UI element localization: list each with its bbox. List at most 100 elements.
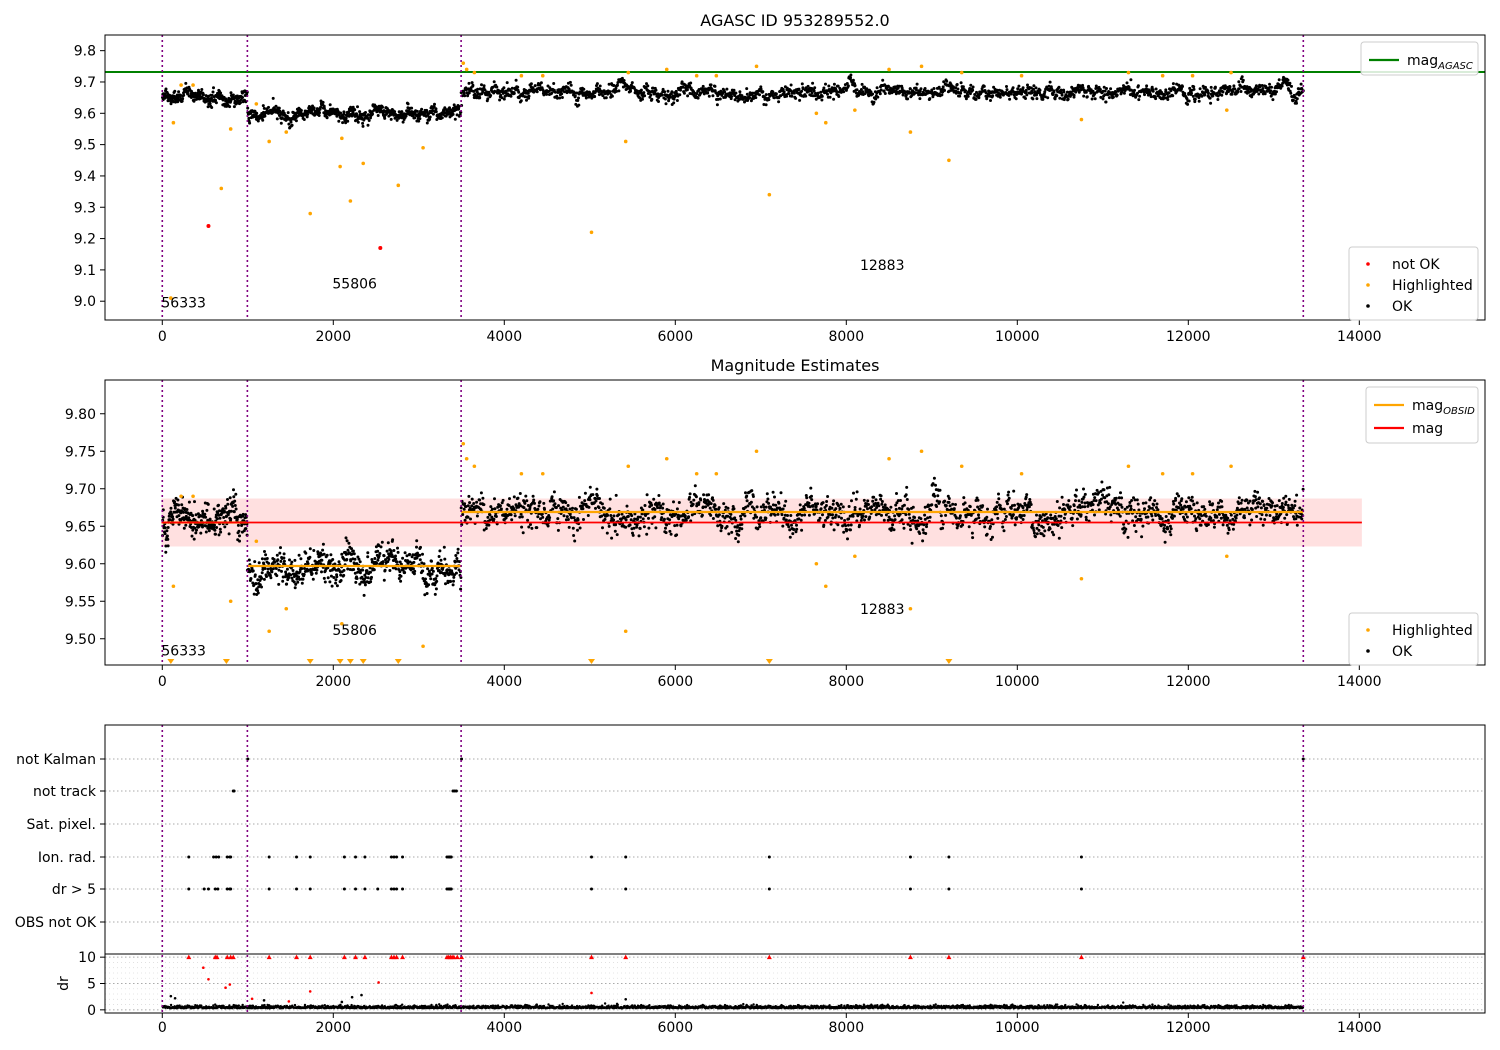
ok-point [1187, 99, 1191, 103]
ok-point [166, 537, 170, 541]
ok-point [1038, 88, 1042, 92]
ok-point [486, 97, 490, 101]
ok-point [505, 81, 509, 85]
ok-point [263, 567, 267, 570]
ok-point [709, 513, 713, 517]
ok-point [668, 529, 672, 533]
ok-point [824, 504, 828, 507]
ok-point [598, 84, 602, 88]
ok-point [546, 524, 550, 528]
ok-point [782, 516, 786, 520]
ok-point [380, 540, 384, 544]
ok-point [1240, 75, 1244, 79]
ok-point [435, 579, 439, 583]
ok-point [759, 516, 763, 520]
ok-point [889, 505, 893, 509]
ok-point [572, 534, 576, 537]
ok-point [635, 525, 639, 529]
ok-point [1239, 90, 1243, 93]
ok-point [822, 86, 826, 90]
ok-point [265, 574, 269, 578]
ok-point [593, 95, 597, 99]
ok-point [306, 562, 310, 566]
ok-point [287, 122, 291, 126]
ok-point [339, 573, 343, 577]
ok-point [663, 90, 667, 94]
ok-point [1115, 93, 1119, 97]
legend-label: Highlighted [1392, 278, 1473, 294]
ok-point [428, 574, 432, 578]
ok-point [392, 549, 396, 552]
ok-point [995, 88, 999, 92]
ok-point [1150, 85, 1154, 89]
ok-point [206, 105, 210, 109]
ok-point [1013, 508, 1017, 512]
ok-point [600, 514, 604, 518]
ok-point [631, 531, 634, 535]
ok-point [1035, 526, 1039, 530]
ok-point [1059, 88, 1063, 92]
ok-point [247, 558, 251, 562]
ok-point [164, 550, 168, 554]
ok-point [316, 562, 320, 566]
ok-point [711, 94, 715, 98]
ok-point [725, 525, 729, 528]
ok-point [319, 105, 323, 109]
ok-point [493, 507, 497, 511]
ok-point [204, 515, 208, 519]
ok-point [977, 507, 981, 511]
ok-point [507, 504, 511, 507]
ok-point [610, 94, 614, 98]
ok-point [217, 509, 221, 513]
ok-point [675, 99, 679, 102]
ok-point [739, 517, 743, 521]
ok-point [976, 498, 980, 502]
ok-point [401, 120, 405, 124]
ok-point [954, 503, 957, 506]
ok-point [880, 502, 884, 506]
ok-point [1030, 91, 1034, 95]
ok-point [1090, 97, 1094, 101]
ok-point [205, 508, 209, 512]
ok-point [784, 499, 788, 503]
ok-point [666, 89, 670, 93]
ok-point [727, 532, 731, 536]
ok-point [603, 517, 607, 521]
ok-point [938, 488, 942, 492]
ok-point [776, 512, 780, 516]
ok-point [431, 109, 435, 113]
ok-point [427, 112, 430, 116]
ok-point [1257, 92, 1261, 96]
ok-point [176, 100, 180, 104]
ok-point [516, 85, 520, 89]
ok-point [1085, 95, 1089, 99]
ok-point [1017, 84, 1021, 88]
ok-point [1037, 528, 1041, 532]
ok-point [266, 567, 270, 571]
ok-point [807, 513, 811, 517]
ok-point [366, 116, 370, 120]
ok-point [1056, 524, 1060, 527]
ok-point [508, 497, 511, 501]
ok-point [821, 513, 824, 517]
ok-point [617, 513, 621, 517]
ok-point [1027, 505, 1031, 509]
ok-point [552, 490, 556, 494]
ok-point [556, 528, 560, 532]
ok-point [1013, 503, 1016, 507]
ok-point [717, 506, 721, 510]
ok-point [608, 507, 612, 511]
ok-point [214, 101, 218, 105]
ok-point [586, 514, 590, 517]
ok-point [255, 111, 259, 115]
ok-point [744, 491, 747, 495]
ok-point [669, 95, 672, 99]
ok-point [1268, 82, 1272, 86]
ok-point [1192, 85, 1196, 89]
ok-point [635, 523, 639, 527]
ok-point [787, 525, 791, 529]
ok-point [726, 514, 730, 518]
ok-point [191, 528, 195, 532]
ok-point [194, 531, 198, 535]
ok-point [302, 118, 306, 121]
